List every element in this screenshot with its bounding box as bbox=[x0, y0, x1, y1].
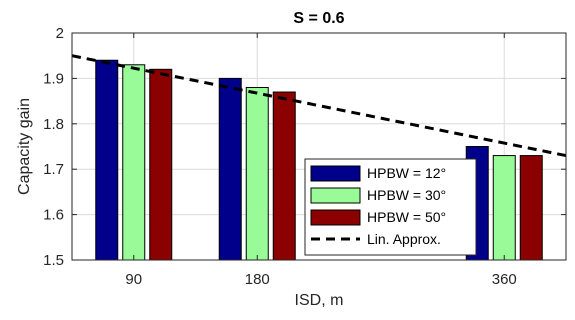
legend-swatch bbox=[310, 187, 361, 204]
legend-label: Lin. Approx. bbox=[367, 231, 441, 247]
linear-approximation-layer bbox=[71, 54, 567, 158]
bar bbox=[272, 91, 296, 261]
bar bbox=[519, 155, 543, 261]
legend-swatch bbox=[310, 209, 361, 226]
x-tick-label: 360 bbox=[492, 271, 517, 288]
x-tick-label: 180 bbox=[245, 271, 270, 288]
y-tick-label: 1.8 bbox=[43, 116, 64, 133]
x-tick-label: 90 bbox=[125, 271, 142, 288]
y-axis-label: Capacity gain bbox=[16, 98, 33, 195]
bars bbox=[95, 59, 543, 261]
y-tick-label: 2 bbox=[56, 25, 64, 42]
y-tick-label: 1.5 bbox=[43, 252, 64, 269]
plot-frame bbox=[71, 32, 567, 261]
axis-ticks: 1.5 1.6 1.7 1.8 1.9 2 90 180 360 bbox=[43, 25, 566, 288]
x-axis-label: ISD, m bbox=[295, 292, 344, 309]
legend-label: HPBW = 50° bbox=[367, 209, 446, 225]
chart-title: S = 0.6 bbox=[293, 10, 344, 27]
y-tick-label: 1.9 bbox=[43, 70, 64, 87]
bar bbox=[95, 59, 119, 261]
bar bbox=[245, 86, 269, 261]
legend-label: HPBW = 12° bbox=[367, 165, 446, 181]
bar bbox=[218, 77, 242, 261]
y-tick-label: 1.7 bbox=[43, 161, 64, 178]
bar bbox=[122, 64, 146, 261]
legend: HPBW = 12° HPBW = 30° HPBW = 50° Lin. Appro… bbox=[304, 158, 477, 256]
legend-swatch bbox=[310, 165, 361, 182]
bar bbox=[492, 155, 516, 261]
legend-label: HPBW = 30° bbox=[367, 187, 446, 203]
bar bbox=[149, 68, 173, 261]
lin-approx-line bbox=[71, 54, 567, 158]
y-tick-label: 1.6 bbox=[43, 207, 64, 224]
